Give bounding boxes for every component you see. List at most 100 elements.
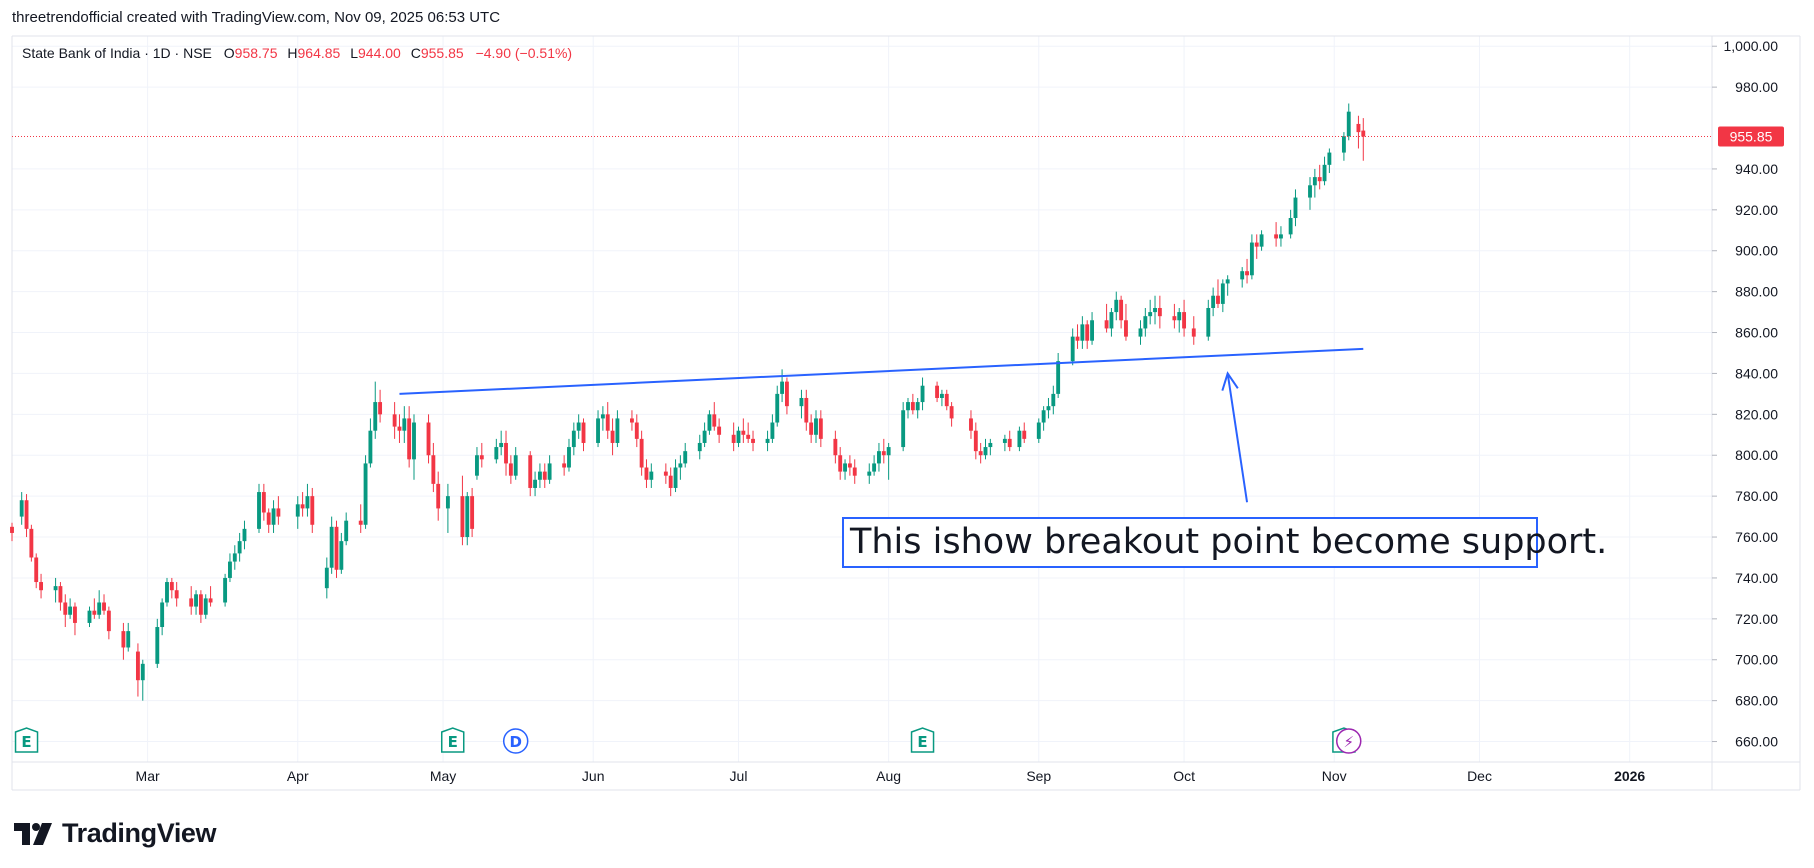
candle[interactable] (121, 622, 126, 660)
candle[interactable] (1206, 299, 1211, 341)
candle[interactable] (1288, 209, 1293, 239)
candle[interactable] (310, 487, 315, 533)
candle[interactable] (470, 487, 475, 538)
tradingview-brand[interactable]: TradingView (14, 818, 217, 849)
candle[interactable] (1119, 295, 1124, 329)
candle[interactable] (610, 418, 615, 456)
candle[interactable] (198, 590, 203, 623)
candle[interactable] (547, 455, 552, 484)
candle[interactable] (39, 573, 43, 599)
candle[interactable] (73, 602, 77, 636)
candle[interactable] (944, 389, 949, 411)
candle[interactable] (1220, 279, 1225, 313)
candle[interactable] (1124, 303, 1128, 341)
candle[interactable] (988, 438, 993, 456)
candle[interactable] (1274, 222, 1279, 247)
candle[interactable] (949, 402, 954, 427)
candle[interactable] (1041, 406, 1046, 431)
candle[interactable] (1017, 426, 1022, 452)
candle[interactable] (1211, 287, 1216, 317)
candle[interactable] (140, 659, 145, 701)
candle[interactable] (668, 467, 673, 497)
candle[interactable] (818, 410, 823, 448)
candle[interactable] (1114, 291, 1119, 321)
candle[interactable] (102, 594, 106, 615)
candle[interactable] (814, 410, 818, 443)
candle[interactable] (1075, 324, 1080, 349)
candle[interactable] (1104, 303, 1109, 333)
candle[interactable] (634, 414, 639, 448)
candle[interactable] (63, 594, 68, 628)
candle[interactable] (600, 406, 605, 431)
candle[interactable] (906, 397, 910, 419)
candle[interactable] (53, 577, 58, 603)
candle[interactable] (1216, 279, 1220, 308)
candle[interactable] (746, 422, 751, 443)
candle[interactable] (324, 557, 329, 599)
candle[interactable] (1007, 430, 1012, 452)
candle[interactable] (29, 524, 34, 562)
candle[interactable] (833, 430, 838, 464)
candle[interactable] (1148, 299, 1153, 325)
split-marker[interactable]: ⚡ (1336, 728, 1362, 754)
candle[interactable] (1109, 307, 1114, 337)
candle[interactable] (1070, 328, 1075, 366)
candle[interactable] (363, 455, 368, 529)
candle[interactable] (852, 459, 857, 484)
candle[interactable] (775, 385, 780, 427)
candle[interactable] (1157, 295, 1162, 329)
candle[interactable] (567, 438, 571, 472)
candle[interactable] (1240, 267, 1245, 288)
candle[interactable] (843, 459, 847, 480)
candle[interactable] (838, 447, 843, 480)
candle[interactable] (1080, 316, 1085, 349)
candle[interactable] (228, 553, 232, 583)
candle[interactable] (935, 381, 940, 403)
candle[interactable] (513, 447, 518, 480)
candle[interactable] (649, 463, 654, 488)
candle[interactable] (847, 455, 852, 476)
candle[interactable] (1327, 148, 1332, 174)
candle[interactable] (799, 389, 804, 419)
candle[interactable] (1312, 168, 1317, 198)
candle[interactable] (329, 516, 334, 574)
candle[interactable] (165, 577, 169, 607)
candle[interactable] (881, 438, 886, 464)
candle[interactable] (920, 377, 925, 411)
candle[interactable] (237, 532, 242, 562)
candle[interactable] (978, 442, 983, 464)
candle[interactable] (915, 397, 920, 419)
candle[interactable] (1177, 307, 1182, 333)
candle[interactable] (68, 598, 73, 619)
candle[interactable] (373, 381, 378, 439)
candle[interactable] (465, 492, 470, 546)
candle[interactable] (504, 430, 508, 476)
candle[interactable] (1259, 230, 1264, 251)
candle[interactable] (97, 590, 102, 619)
candle[interactable] (358, 504, 363, 533)
candle[interactable] (751, 430, 755, 452)
candle[interactable] (10, 522, 14, 542)
candle[interactable] (630, 410, 634, 431)
candle[interactable] (910, 393, 915, 415)
candle[interactable] (460, 475, 465, 546)
candle[interactable] (1182, 299, 1187, 337)
candle[interactable] (426, 414, 431, 464)
candle[interactable] (1341, 132, 1346, 161)
candle[interactable] (673, 459, 678, 493)
candle[interactable] (431, 442, 436, 493)
candle[interactable] (576, 414, 581, 439)
candle[interactable] (731, 422, 736, 452)
candle[interactable] (717, 418, 722, 443)
candle[interactable] (605, 402, 610, 439)
candle[interactable] (155, 618, 160, 668)
annotation-callout[interactable]: This ishow breakout point become support… (842, 517, 1607, 568)
candle[interactable] (499, 430, 504, 456)
candle[interactable] (1143, 307, 1148, 337)
breakout-trendline[interactable] (399, 347, 1364, 395)
candle[interactable] (644, 459, 649, 488)
candle[interactable] (1346, 103, 1351, 141)
candle[interactable] (194, 590, 198, 615)
candle[interactable] (1138, 320, 1143, 345)
